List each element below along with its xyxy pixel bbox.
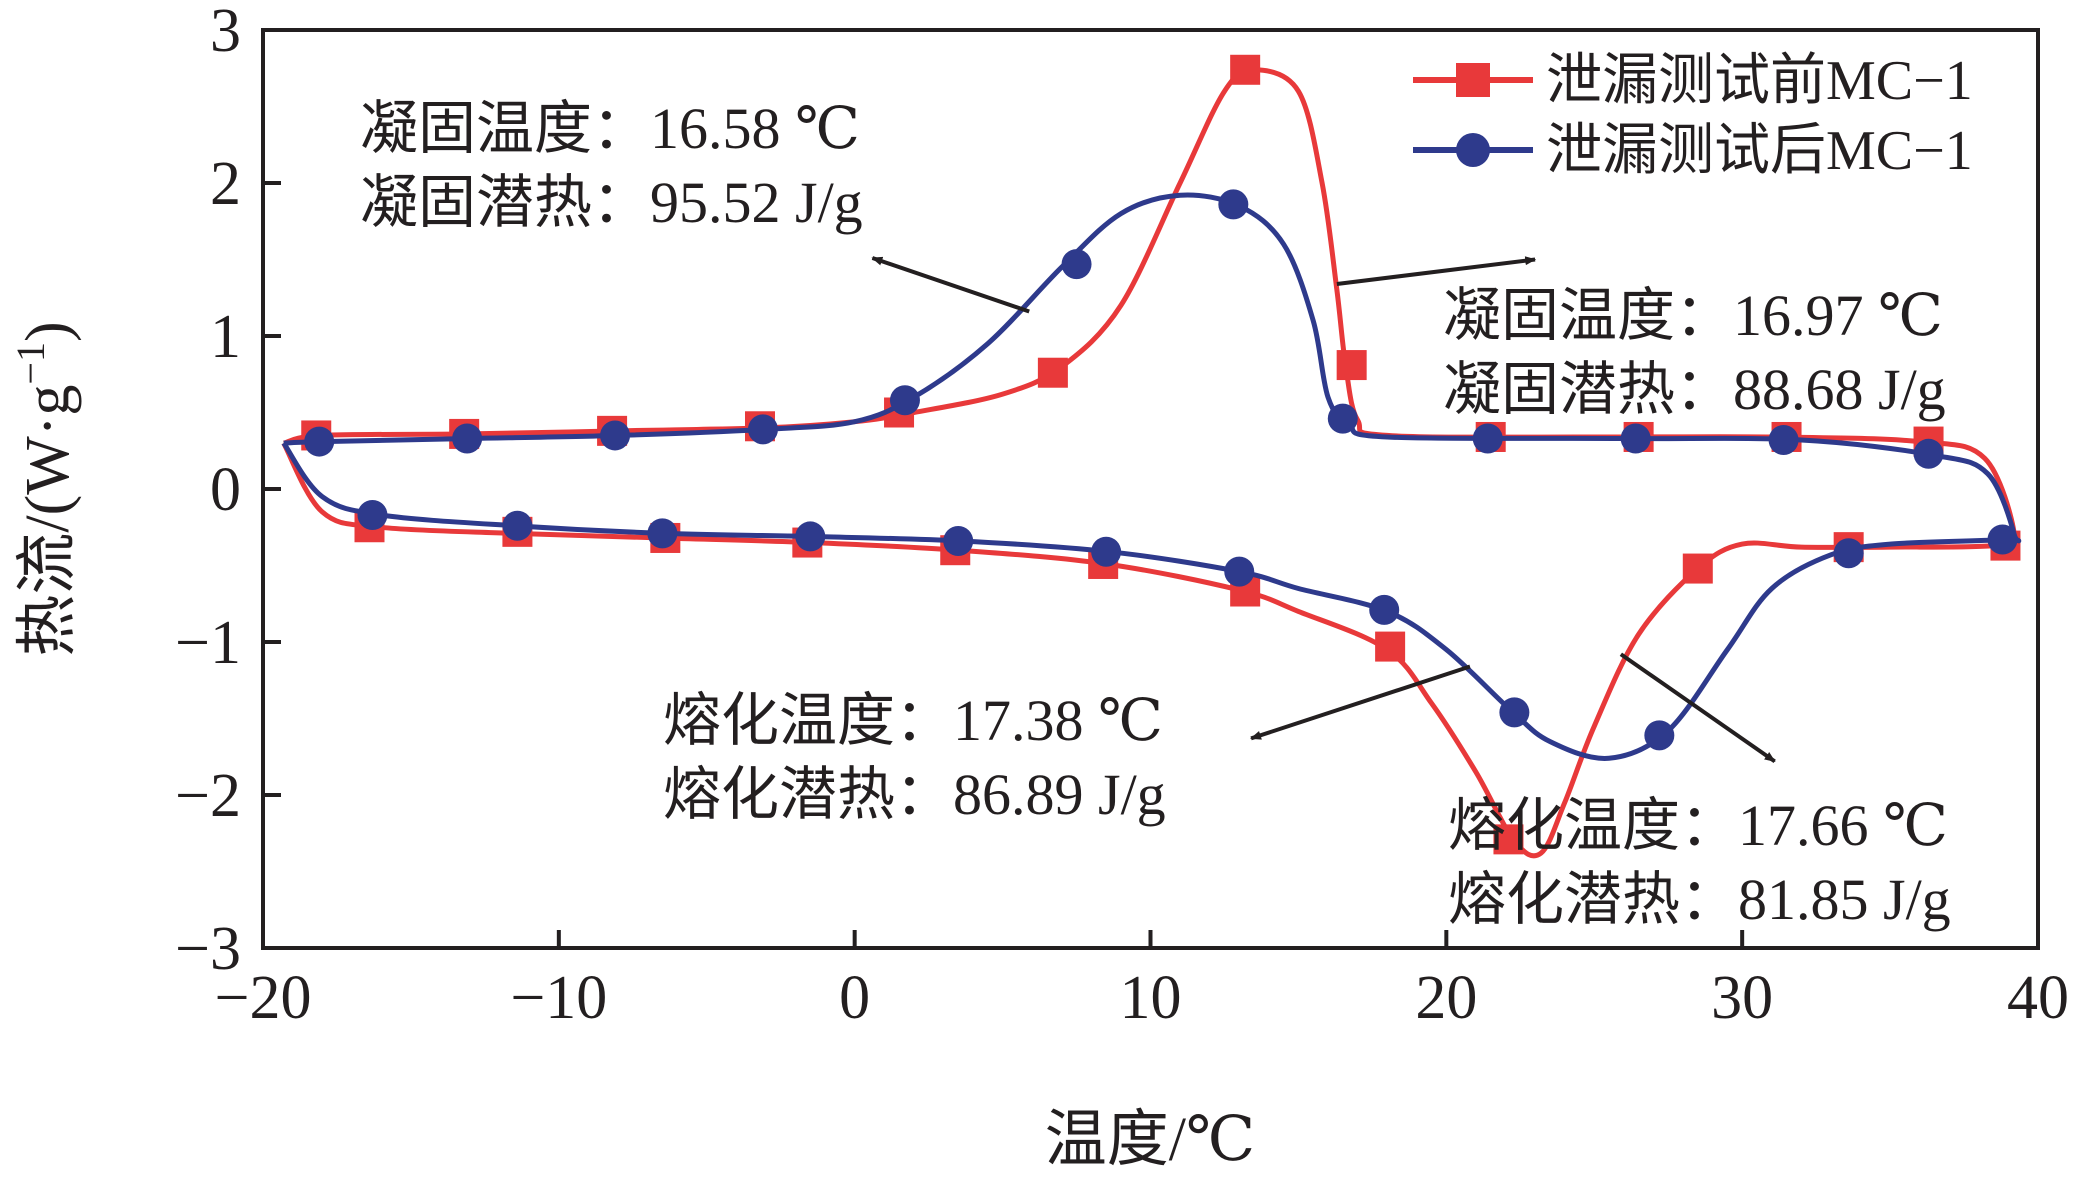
annotation: 熔化温度：17.38 ℃ 熔化潜热：86.89 J/g bbox=[663, 664, 1471, 827]
data-point-circle bbox=[1644, 720, 1675, 751]
data-point-circle bbox=[1369, 594, 1400, 625]
annotation-text: 凝固温度：16.97 ℃ bbox=[1443, 283, 1943, 348]
annotation-arrow bbox=[871, 256, 1030, 314]
annotation-arrow bbox=[1250, 664, 1471, 741]
annotation-arrow bbox=[1619, 652, 1776, 763]
x-tick-label: 0 bbox=[839, 964, 870, 1032]
legend: 泄漏测试前MC−1 泄漏测试后MC−1 bbox=[1413, 50, 1973, 182]
x-tick-label: 40 bbox=[2007, 964, 2069, 1032]
data-point-circle bbox=[304, 426, 335, 457]
data-point-square bbox=[1037, 357, 1068, 388]
data-point-circle bbox=[1224, 556, 1255, 587]
y-axis-label: 热流/(W·g−1) bbox=[8, 321, 82, 656]
y-axis-label-main: 热流/(W·g bbox=[14, 385, 82, 657]
data-point-circle bbox=[1768, 425, 1799, 456]
y-tick-label: 2 bbox=[210, 150, 241, 218]
annotation-text: 凝固潜热：95.52 J/g bbox=[360, 170, 863, 235]
data-point-circle bbox=[795, 521, 826, 552]
annotation: 熔化温度：17.66 ℃ 熔化潜热：81.85 J/g bbox=[1448, 652, 1951, 932]
legend-label-after: 泄漏测试后MC−1 bbox=[1546, 120, 1973, 182]
legend-marker-circle bbox=[1456, 133, 1490, 167]
y-tick-label: −3 bbox=[175, 915, 241, 983]
x-tick-label: 30 bbox=[1711, 964, 1773, 1032]
data-point-circle bbox=[1472, 423, 1503, 454]
data-point-square bbox=[1336, 350, 1367, 381]
data-point-circle bbox=[1620, 423, 1651, 454]
series-after-test bbox=[281, 189, 2022, 761]
data-point-circle bbox=[600, 420, 631, 451]
annotation-text: 熔化温度：17.66 ℃ bbox=[1448, 793, 1948, 858]
data-point-circle bbox=[747, 414, 778, 445]
legend-marker-square bbox=[1456, 63, 1490, 97]
data-point-circle bbox=[889, 385, 920, 416]
y-tick-label: −2 bbox=[175, 762, 241, 830]
data-point-circle bbox=[1218, 189, 1249, 220]
x-tick-label: −10 bbox=[510, 964, 607, 1032]
data-point-circle bbox=[1327, 403, 1358, 434]
annotation-text: 凝固温度：16.58 ℃ bbox=[360, 96, 860, 161]
data-point-circle bbox=[1913, 438, 1944, 469]
y-tick-label: 3 bbox=[210, 0, 241, 65]
data-point-circle bbox=[1833, 538, 1864, 569]
x-tick-label: 10 bbox=[1120, 964, 1182, 1032]
data-point-circle bbox=[357, 500, 388, 531]
data-point-circle bbox=[1091, 536, 1122, 567]
data-point-circle bbox=[647, 518, 678, 549]
annotation-text: 熔化潜热：86.89 J/g bbox=[663, 762, 1166, 827]
data-point-circle bbox=[1987, 524, 2018, 555]
y-tick-label: 1 bbox=[210, 303, 241, 371]
annotation: 凝固温度：16.97 ℃ 凝固潜热：88.68 J/g bbox=[1336, 256, 1946, 422]
x-axis-label: 温度/℃ bbox=[1045, 1106, 1256, 1174]
data-point-square bbox=[1682, 553, 1713, 584]
series-line bbox=[281, 192, 2022, 761]
x-tick-label: 20 bbox=[1415, 964, 1477, 1032]
data-point-circle bbox=[502, 510, 533, 541]
annotation-text: 凝固潜热：88.68 J/g bbox=[1443, 357, 1946, 422]
annotation: 凝固温度：16.58 ℃ 凝固潜热：95.52 J/g bbox=[360, 96, 1030, 314]
legend-label-before: 泄漏测试前MC−1 bbox=[1546, 50, 1973, 112]
y-axis-label-close: ) bbox=[14, 321, 82, 342]
data-point-circle bbox=[943, 526, 974, 557]
annotation-text: 熔化潜热：81.85 J/g bbox=[1448, 867, 1951, 932]
data-point-circle bbox=[452, 423, 483, 454]
y-tick-label: 0 bbox=[210, 456, 241, 524]
data-point-circle bbox=[1061, 249, 1092, 280]
annotation-arrow bbox=[1336, 256, 1537, 286]
data-point-square bbox=[1493, 824, 1524, 855]
series-layer bbox=[281, 54, 2022, 859]
axis-ticks bbox=[261, 28, 2040, 950]
y-tick-label: −1 bbox=[175, 609, 241, 677]
data-point-square bbox=[1375, 631, 1406, 662]
annotation-text: 熔化温度：17.38 ℃ bbox=[663, 688, 1163, 753]
x-tick-label: −20 bbox=[215, 964, 312, 1032]
y-axis-label-exponent: −1 bbox=[8, 342, 53, 385]
data-point-circle bbox=[1499, 697, 1530, 728]
data-point-square bbox=[1230, 54, 1261, 85]
